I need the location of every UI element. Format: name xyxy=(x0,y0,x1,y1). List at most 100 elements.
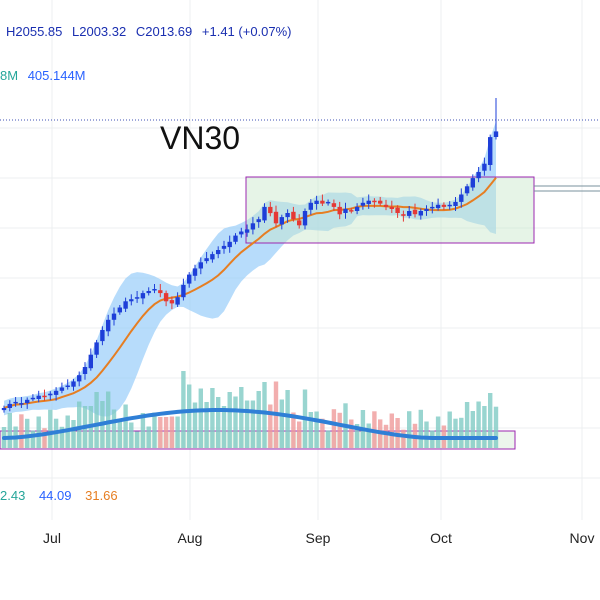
candle xyxy=(320,194,325,206)
candle-body xyxy=(117,307,122,313)
candle xyxy=(482,157,487,176)
candle xyxy=(25,397,30,409)
candle-body xyxy=(349,210,354,212)
candle-body xyxy=(30,397,36,400)
candle xyxy=(100,326,105,346)
candle xyxy=(464,183,470,196)
candle xyxy=(48,391,53,401)
candle-body xyxy=(106,319,111,332)
volume-bar xyxy=(279,399,284,448)
candle-body xyxy=(360,202,366,206)
candle xyxy=(493,127,499,140)
candle xyxy=(181,278,186,301)
candle xyxy=(221,240,227,254)
close-value: C2013.69 xyxy=(135,24,193,39)
candle xyxy=(488,134,493,171)
candle xyxy=(453,197,458,211)
volume-bar xyxy=(140,413,146,448)
candle xyxy=(447,201,452,210)
candle-body xyxy=(140,293,146,299)
change-value: +1.41 (+0.07%) xyxy=(201,24,292,39)
high-value: H2055.85 xyxy=(6,24,63,39)
candle xyxy=(435,198,441,211)
volume-bar xyxy=(407,411,412,448)
volume-ma xyxy=(2,408,498,440)
candle-body xyxy=(412,209,418,215)
volume-bar xyxy=(175,416,180,448)
oscillator-legend: 2.43 44.09 31.66 xyxy=(0,488,128,503)
candle-body xyxy=(250,223,256,230)
volume-bar xyxy=(198,388,203,448)
candle-body xyxy=(1,408,7,411)
candle xyxy=(1,405,7,413)
volume-bar xyxy=(221,406,227,448)
candle-body xyxy=(424,208,429,211)
volume-bar xyxy=(493,406,499,448)
candle xyxy=(82,362,88,380)
candle-body xyxy=(71,381,76,387)
candle-body xyxy=(273,211,279,224)
volume-legend: 8M 405.144M xyxy=(0,68,86,83)
candle-body xyxy=(129,299,134,302)
candle xyxy=(106,314,111,337)
candle-body xyxy=(77,375,82,382)
volume-bar xyxy=(227,392,232,448)
candle xyxy=(354,203,360,215)
candle xyxy=(36,390,41,403)
candle xyxy=(314,195,319,210)
candle xyxy=(53,387,59,401)
candle-body xyxy=(181,284,186,298)
candle-body xyxy=(447,204,452,207)
candle-body xyxy=(418,211,423,216)
x-tick-oct: Oct xyxy=(430,530,452,546)
candle-body xyxy=(407,211,412,216)
candle xyxy=(349,207,354,214)
candle xyxy=(268,201,273,217)
volume-bar xyxy=(123,404,128,448)
candle-body xyxy=(453,201,458,206)
volume-bar xyxy=(297,421,302,448)
candle xyxy=(331,199,337,211)
candle-body xyxy=(7,403,12,408)
volume-bar xyxy=(117,418,122,448)
candle xyxy=(123,297,128,312)
candle-body xyxy=(134,297,140,299)
candle-body xyxy=(221,245,227,249)
volume-bar xyxy=(239,387,244,448)
volume-bar xyxy=(383,424,389,448)
candle xyxy=(337,201,342,220)
candle-body xyxy=(192,268,198,276)
candle-body xyxy=(285,213,290,218)
candle-body xyxy=(464,186,470,194)
candle-body xyxy=(441,204,447,207)
candle-body xyxy=(146,291,151,294)
candle xyxy=(146,287,151,296)
volume-bar xyxy=(134,431,140,448)
candle xyxy=(372,198,377,208)
volume-bar xyxy=(476,401,481,448)
low-value: L2003.32 xyxy=(72,24,127,39)
volume-bar xyxy=(192,402,198,448)
candle xyxy=(13,397,18,407)
candle xyxy=(88,348,93,371)
candle xyxy=(42,389,47,401)
candle xyxy=(77,371,82,387)
candle-body xyxy=(383,204,389,207)
candle xyxy=(412,203,418,218)
volume-bar xyxy=(146,426,151,448)
moving-average-line xyxy=(3,177,497,409)
volume-bar xyxy=(418,409,423,448)
candle xyxy=(233,233,238,245)
volume-bar xyxy=(233,396,238,448)
volume-bar xyxy=(262,382,267,448)
volume-bar xyxy=(401,429,406,448)
candle-body xyxy=(204,258,209,262)
candle-body xyxy=(210,254,215,260)
volume-bar xyxy=(169,416,175,448)
oscillator-value-b: 44.09 xyxy=(38,488,72,503)
volume-bar xyxy=(94,392,99,448)
candle-body xyxy=(19,403,24,405)
candle-body xyxy=(337,206,342,215)
candle-body xyxy=(308,202,313,210)
volume-bar xyxy=(325,430,331,448)
